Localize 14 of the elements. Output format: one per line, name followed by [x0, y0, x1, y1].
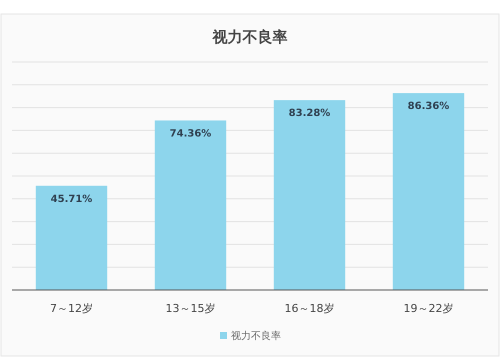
bar	[392, 93, 464, 290]
data-label: 86.36%	[408, 101, 450, 112]
legend-label: 视力不良率	[231, 330, 281, 342]
data-label: 83.28%	[288, 108, 330, 120]
x-tick-label: 16～18岁	[284, 302, 334, 315]
data-label: 45.71%	[50, 194, 92, 205]
bar	[36, 186, 108, 290]
x-tick-label: 7～12岁	[50, 302, 93, 315]
x-tick-label: 19～22岁	[404, 302, 454, 315]
data-label: 74.36%	[170, 128, 212, 140]
chart-title: 视力不良率	[212, 28, 288, 46]
x-tick-label: 13～15岁	[166, 302, 216, 315]
bar	[154, 120, 226, 290]
bar	[274, 100, 346, 290]
